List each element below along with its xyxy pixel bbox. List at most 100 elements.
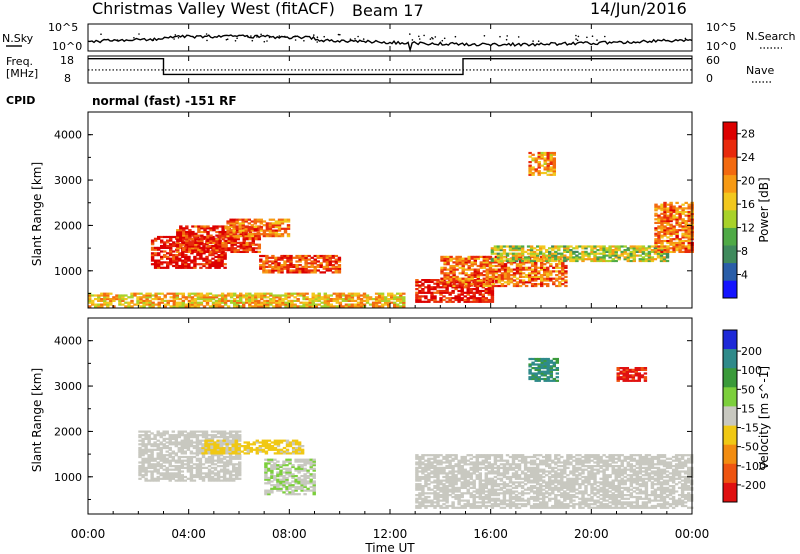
- power-cell: [197, 230, 201, 234]
- power-cell: [251, 299, 255, 303]
- power-cell: [684, 234, 688, 237]
- power-cell: [602, 247, 606, 250]
- power-cell: [184, 266, 188, 269]
- power-cell: [584, 247, 588, 250]
- velocity-cell: [282, 491, 286, 494]
- power-cell: [681, 232, 685, 235]
- power-cell: [121, 303, 125, 306]
- velocity-cell: [303, 458, 307, 461]
- power-cell: [514, 259, 519, 263]
- velocity-cell: [186, 445, 191, 448]
- power-cell: [196, 292, 201, 295]
- power-cell: [260, 294, 264, 297]
- power-cell: [529, 250, 534, 254]
- velocity-cell: [261, 450, 266, 453]
- power-cell: [449, 277, 453, 280]
- power-cell: [662, 258, 667, 261]
- power-cell: [265, 225, 270, 229]
- power-cell: [672, 227, 676, 230]
- power-cell: [555, 266, 559, 269]
- power-cell: [458, 255, 462, 259]
- power-cell: [654, 205, 658, 208]
- power-cell: [478, 300, 483, 303]
- power-cell: [202, 263, 206, 266]
- power-cell: [430, 295, 434, 298]
- power-cell: [163, 255, 167, 259]
- velocity-cell: [180, 455, 185, 459]
- power-cell: [100, 298, 104, 301]
- power-cell: [220, 254, 224, 257]
- power-cell: [521, 279, 526, 282]
- velocity-cell: [210, 479, 215, 482]
- power-cell: [511, 249, 516, 252]
- power-cell: [307, 265, 311, 269]
- power-cell: [142, 299, 146, 303]
- velocity-cell: [159, 446, 163, 450]
- power-cell: [660, 221, 664, 225]
- velocity-cell: [418, 475, 422, 479]
- velocity-cell: [186, 466, 191, 470]
- velocity-region: [415, 454, 694, 509]
- power-cell: [178, 305, 183, 308]
- velocity-cell: [291, 489, 295, 492]
- velocity-cell: [442, 503, 446, 506]
- velocity-cell: [288, 493, 292, 496]
- power-cell: [527, 266, 532, 269]
- power-cell: [289, 269, 293, 272]
- power-cell: [552, 171, 557, 175]
- velocity-cell: [144, 477, 148, 480]
- velocity-cell: [204, 432, 209, 435]
- velocity-cell: [508, 501, 513, 504]
- power-cell: [675, 223, 679, 226]
- power-cell: [660, 230, 664, 234]
- power-cell: [518, 281, 523, 284]
- power-cell: [251, 247, 256, 250]
- velocity-cell: [297, 476, 301, 480]
- velocity-cell: [297, 464, 301, 467]
- power-cell: [549, 151, 554, 155]
- power-cell: [663, 214, 667, 217]
- power-cell: [472, 295, 476, 298]
- power-cell: [657, 225, 661, 228]
- nave-tick-top: 60: [706, 54, 720, 67]
- power-cell: [320, 305, 324, 308]
- power-cell: [387, 305, 391, 308]
- velocity-cell: [442, 475, 446, 479]
- power-cell: [242, 230, 246, 234]
- power-cell: [564, 266, 568, 269]
- power-cell: [223, 257, 227, 260]
- power-cell: [265, 271, 269, 274]
- power-cell: [106, 301, 110, 304]
- power-cell: [169, 237, 173, 240]
- power-cell: [540, 155, 544, 158]
- power-cell: [187, 266, 191, 269]
- power-cell: [178, 254, 182, 257]
- velocity-cell: [424, 459, 428, 462]
- power-cell: [257, 292, 261, 295]
- power-cell: [176, 247, 180, 250]
- power-cell: [298, 258, 302, 261]
- power-cell: [433, 300, 437, 303]
- power-cell: [602, 249, 606, 252]
- velocity-cell: [418, 483, 422, 486]
- power-cell: [254, 294, 258, 297]
- power-cell: [262, 267, 266, 270]
- velocity-cell: [439, 486, 443, 490]
- power-cell: [185, 243, 189, 246]
- power-cell: [536, 245, 540, 248]
- power-cell: [163, 250, 167, 253]
- power-cell: [487, 289, 492, 293]
- power-cell: [229, 233, 233, 236]
- velocity-cell: [285, 476, 289, 480]
- velocity-cell: [198, 468, 203, 471]
- velocity-cell: [207, 452, 212, 455]
- velocity-cell: [156, 472, 160, 475]
- power-cell: [229, 222, 233, 225]
- power-cell: [464, 283, 468, 286]
- power-cell: [454, 288, 458, 291]
- power-cell: [290, 299, 294, 303]
- power-cell: [232, 222, 236, 225]
- velocity-cell: [264, 450, 269, 453]
- power-cell: [251, 294, 255, 297]
- velocity-cell: [183, 479, 188, 482]
